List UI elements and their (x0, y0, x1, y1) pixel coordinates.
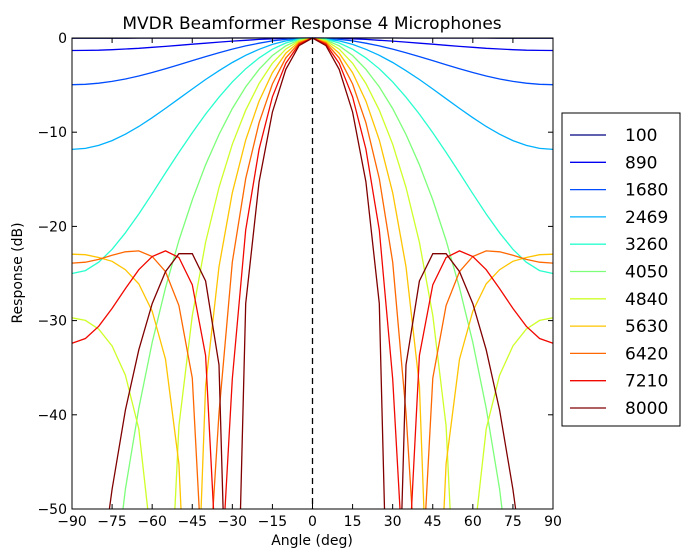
x-tick-label: −90 (57, 514, 87, 530)
series-line-7210 (71, 250, 215, 510)
legend-label: 4840 (625, 290, 668, 310)
x-tick-label: 60 (464, 514, 482, 530)
legend-label: 2469 (625, 208, 668, 228)
x-tick-label: 15 (344, 514, 362, 530)
y-tick-label: −20 (37, 219, 67, 235)
series-line-6420 (425, 250, 554, 510)
y-tick-label: −50 (37, 502, 67, 518)
series-line-8000 (108, 253, 224, 510)
y-axis-label: Response (dB) (10, 222, 26, 323)
series-line-5630 (443, 253, 554, 510)
x-tick-label: 0 (308, 514, 317, 530)
series-line-4840 (71, 317, 149, 510)
x-axis: −90 −75 −60 −45 −30 −15 0 15 30 45 60 75 90 (57, 38, 562, 530)
x-tick-label: 90 (544, 514, 562, 530)
x-axis-label: Angle (deg) (271, 533, 353, 549)
series-line-4840 (476, 317, 554, 510)
legend-label: 7210 (625, 372, 668, 392)
x-tick-label: −60 (137, 514, 167, 530)
legend-label: 4050 (625, 263, 668, 283)
chart-title: MVDR Beamformer Response 4 Microphones (122, 14, 501, 34)
legend-label: 5630 (625, 317, 668, 337)
legend-label: 1680 (625, 181, 668, 201)
series-line-6420 (71, 250, 200, 510)
x-tick-label: 45 (424, 514, 442, 530)
y-tick-label: −10 (37, 125, 67, 141)
x-tick-label: −30 (218, 514, 248, 530)
legend: 100 890 1680 2469 3260 4050 4840 5630 6420 7210 80… (561, 112, 681, 427)
legend-label: 100 (625, 126, 657, 146)
series-line-7210 (410, 250, 554, 510)
legend-box (561, 112, 681, 427)
x-tick-label: −75 (97, 514, 127, 530)
x-tick-label: −15 (258, 514, 288, 530)
legend-label: 890 (625, 153, 657, 173)
legend-label: 3260 (625, 235, 668, 255)
x-tick-label: 75 (504, 514, 522, 530)
series-line-5630 (71, 253, 182, 510)
x-tick-label: 30 (384, 514, 402, 530)
series-line-8000 (401, 253, 517, 510)
x-tick-label: −45 (177, 514, 207, 530)
legend-label: 6420 (625, 344, 668, 364)
y-tick-label: 0 (58, 31, 67, 47)
y-tick-label: −30 (37, 314, 67, 330)
legend-label: 8000 (625, 399, 668, 419)
y-axis: 0 −10 −20 −30 −40 −50 (37, 31, 553, 518)
y-tick-label: −40 (37, 408, 67, 424)
